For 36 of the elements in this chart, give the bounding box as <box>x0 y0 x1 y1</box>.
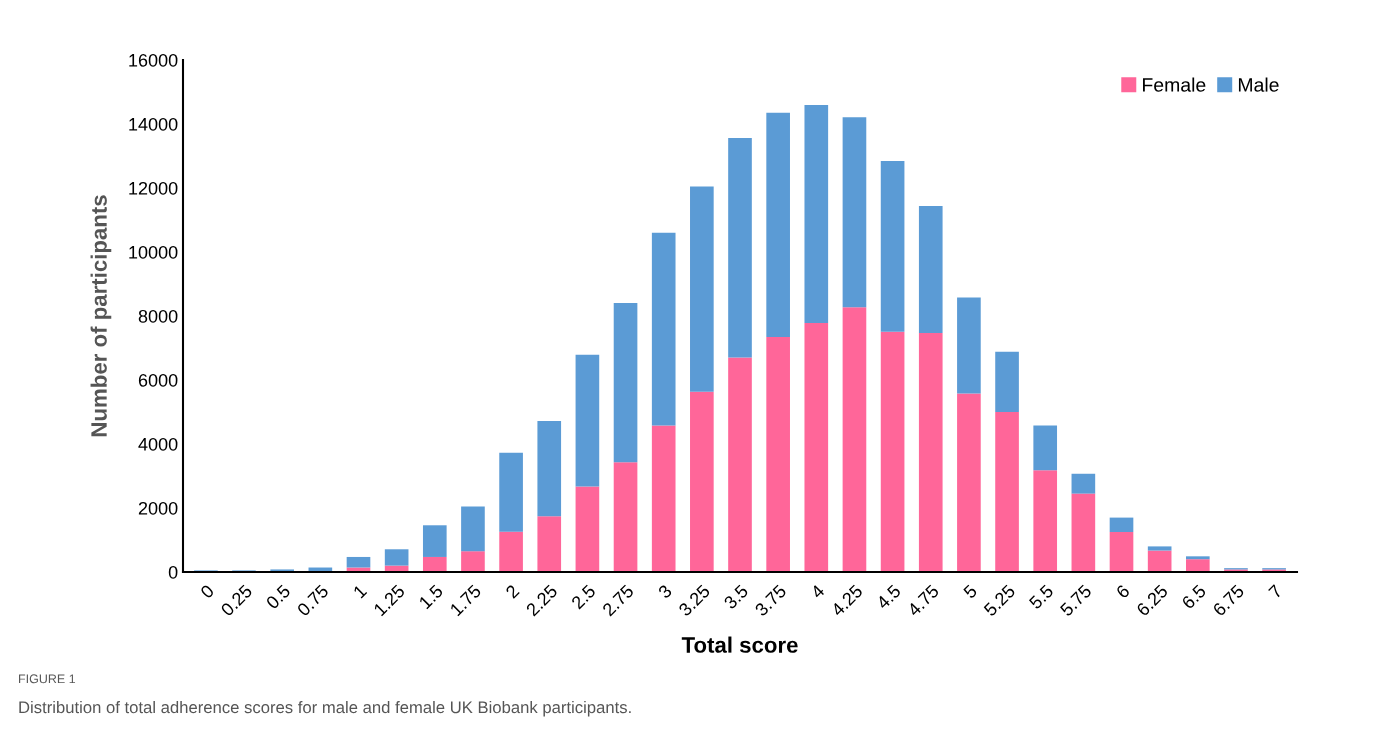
y-tick-label: 12000 <box>129 181 178 195</box>
x-tick-label: 0.5 <box>265 583 292 610</box>
y-tick-label: 10000 <box>129 245 178 259</box>
x-tick-label: 5.5 <box>1028 584 1055 610</box>
x-tick-label: 4 <box>809 583 826 600</box>
x-tick-label: 2 <box>504 584 520 599</box>
x-tick-label: 0.25 <box>220 583 253 617</box>
y-tick-label: 2000 <box>138 501 178 515</box>
legend-label: Female <box>1143 77 1206 92</box>
x-tick-label: 4.25 <box>830 583 864 618</box>
x-tick-label: 6 <box>1115 584 1131 599</box>
x-tick-label: 6.5 <box>1181 583 1207 610</box>
x-axis-title: Total score <box>681 636 798 653</box>
caption: FIGURE 1 <box>19 674 76 684</box>
x-tick-label: 7 <box>1268 584 1283 599</box>
y-tick-label: 16000 <box>129 53 178 67</box>
x-tick-label: 6.25 <box>1135 583 1169 617</box>
x-tick-label: 6.75 <box>1212 583 1245 617</box>
x-tick-label: 3.5 <box>723 583 749 610</box>
text: Distribution of total adherence scores for male and female UK Biobank participants. <box>19 700 631 717</box>
x-tick-label: 1.5 <box>418 584 444 610</box>
y-tick-label: 4000 <box>138 437 178 451</box>
y-tick-label: 8000 <box>138 309 178 323</box>
x-tick-label: 3 <box>657 584 673 600</box>
x-tick-label: 4.75 <box>906 584 940 618</box>
y-tick-label: 14000 <box>129 117 178 131</box>
x-tick-label: 0 <box>199 583 215 600</box>
x-tick-label: 1 <box>352 584 368 599</box>
x-tick-label: 0.75 <box>296 583 330 617</box>
legend-label: Male <box>1238 77 1279 92</box>
y-tick-label: 0 <box>168 565 178 579</box>
y-axis-title: Number of participants <box>90 195 112 437</box>
x-tick-label: 5 <box>962 584 978 600</box>
x-tick-label: 4.5 <box>875 584 902 610</box>
y-tick-label: 6000 <box>138 373 178 387</box>
x-tick-label: 2.5 <box>570 583 597 610</box>
